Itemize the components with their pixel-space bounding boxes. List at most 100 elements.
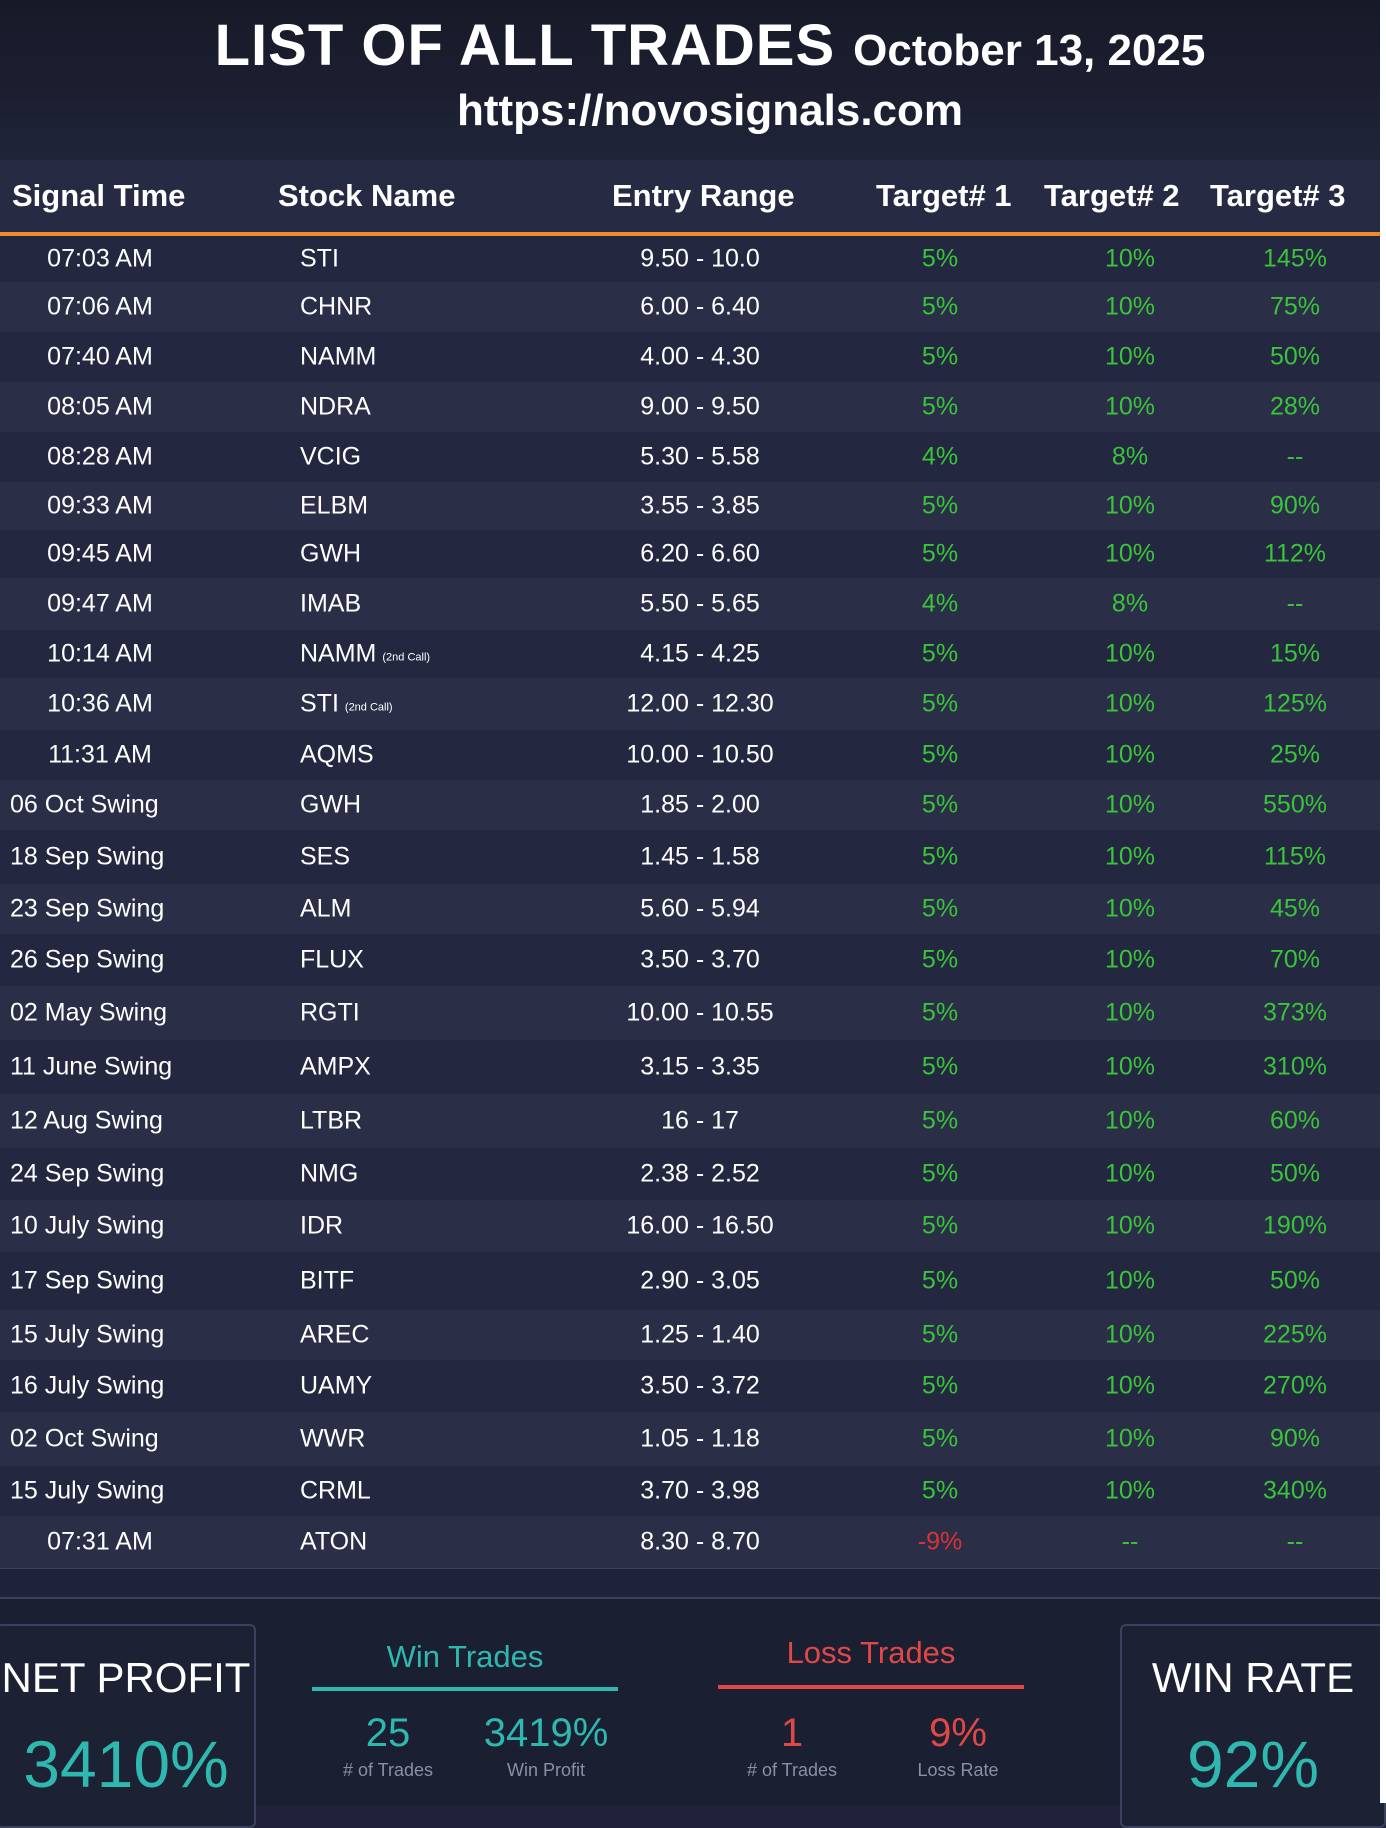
table-row: 09:45 AM GWH 6.20 - 6.60 5% 10% 112% [0, 530, 1380, 579]
entry-range-cell: 2.90 - 3.05 [640, 1266, 760, 1295]
table-row: 10:14 AM NAMM (2nd Call) 4.15 - 4.25 5% 10% 15… [0, 630, 1380, 679]
signal-time-cell: 09:45 AM [47, 539, 153, 568]
column-header-target-2: Target# 2 [1044, 178, 1180, 213]
table-row: 11:31 AM AQMS 10.00 - 10.50 5% 10% 25% [0, 730, 1380, 781]
stock-symbol: UAMY [300, 1371, 373, 1400]
table-row: 02 Oct Swing WWR 1.05 - 1.18 5% 10% 90% [0, 1412, 1380, 1467]
loss-count-value: 1 [780, 1711, 804, 1755]
stock-name-cell: AQMS [300, 741, 374, 770]
entry-range-cell: 4.00 - 4.30 [640, 342, 760, 371]
signal-time-cell: 11 June Swing [10, 1052, 173, 1081]
win-count-stat: 25 # of Trades [308, 1711, 468, 1781]
loss-rate-stat: 9% Loss Rate [878, 1711, 1038, 1781]
signal-time-cell: 06 Oct Swing [10, 790, 159, 819]
target-3-cell: 45% [1269, 894, 1321, 923]
table-row: 18 Sep Swing SES 1.45 - 1.58 5% 10% 115% [0, 830, 1380, 885]
target-3-cell: 115% [1263, 842, 1327, 871]
target-3-cell: -- [1286, 1527, 1304, 1556]
table-row: 07:40 AM NAMM 4.00 - 4.30 5% 10% 50% [0, 332, 1380, 383]
entry-range-cell: 8.30 - 8.70 [640, 1527, 760, 1556]
signal-time-cell: 23 Sep Swing [10, 894, 165, 923]
target-2-cell: 8% [1111, 589, 1149, 618]
target-2-cell: 10% [1104, 894, 1156, 923]
entry-range-cell: 16.00 - 16.50 [626, 1211, 774, 1240]
report-date: October 13, 2025 [853, 26, 1206, 75]
target-2-cell: 10% [1104, 945, 1156, 974]
site-url[interactable]: https://novosignals.com [456, 86, 964, 135]
stock-symbol: AREC [300, 1320, 370, 1349]
entry-range-cell: 10.00 - 10.55 [626, 998, 774, 1027]
target-1-cell: 5% [921, 998, 959, 1027]
stock-name-cell: CRML [300, 1477, 371, 1506]
column-header-stock-name: Stock Name [278, 178, 456, 213]
loss-trades-label: Loss Trades [786, 1635, 956, 1670]
target-1-cell: 5% [921, 1211, 959, 1240]
table-row: 09:47 AM IMAB 5.50 - 5.65 4% 8% -- [0, 578, 1380, 631]
stock-symbol: IDR [300, 1211, 344, 1240]
right-edge-strip [1380, 0, 1386, 1803]
target-3-cell: 90% [1269, 1424, 1321, 1453]
entry-range-cell: 9.50 - 10.0 [640, 244, 760, 273]
target-2-cell: 10% [1104, 1266, 1156, 1295]
stock-symbol: NAMM [300, 639, 377, 668]
loss-count-stat: 1 # of Trades [712, 1711, 872, 1781]
table-row: 10 July Swing IDR 16.00 - 16.50 5% 10% 190% [0, 1200, 1380, 1253]
entry-range-cell: 3.55 - 3.85 [640, 491, 760, 520]
target-3-cell: 340% [1263, 1476, 1327, 1505]
target-2-cell: 10% [1104, 342, 1156, 371]
target-1-cell: 5% [921, 491, 959, 520]
win-count-value: 25 [365, 1711, 411, 1755]
stock-symbol: VCIG [300, 442, 362, 471]
loss-trades-divider [718, 1685, 1024, 1689]
target-1-cell: 5% [921, 740, 959, 769]
target-2-cell: 10% [1104, 790, 1156, 819]
entry-range-cell: 3.50 - 3.70 [640, 945, 760, 974]
target-1-cell: 4% [921, 442, 959, 471]
win-profit-label: Win Profit [506, 1760, 585, 1780]
win-trades-label: Win Trades [386, 1639, 544, 1674]
stock-name-cell: NAMM [300, 343, 376, 372]
entry-range-cell: 12.00 - 12.30 [626, 689, 774, 718]
column-header-target-3: Target# 3 [1210, 178, 1346, 213]
target-1-cell: 5% [921, 1476, 959, 1505]
signal-time-cell: 18 Sep Swing [10, 842, 165, 871]
target-1-cell: 5% [921, 1106, 959, 1135]
call-note: (2nd Call) [382, 651, 431, 664]
stock-name-cell: STI (2nd Call) [300, 690, 393, 719]
target-2-cell: 10% [1104, 1371, 1156, 1400]
entry-range-cell: 4.15 - 4.25 [640, 639, 760, 668]
entry-range-cell: 6.00 - 6.40 [640, 292, 760, 321]
stock-name-cell: AMPX [300, 1053, 371, 1082]
target-1-cell: 5% [921, 1320, 959, 1349]
target-3-cell: 75% [1269, 292, 1321, 321]
signal-time-cell: 07:03 AM [47, 244, 153, 273]
loss-rate-value: 9% [929, 1711, 987, 1755]
entry-range-cell: 3.50 - 3.72 [640, 1371, 760, 1400]
target-3-cell: 225% [1263, 1320, 1327, 1349]
target-2-cell: 10% [1104, 1159, 1156, 1188]
stock-name-cell: ALM [300, 895, 351, 924]
target-2-cell: 10% [1104, 1211, 1156, 1240]
stock-symbol: SES [300, 842, 351, 871]
stock-name-cell: ELBM [300, 492, 368, 521]
table-row: 23 Sep Swing ALM 5.60 - 5.94 5% 10% 45% [0, 884, 1380, 935]
table-row: 08:05 AM NDRA 9.00 - 9.50 5% 10% 28% [0, 382, 1380, 433]
stock-symbol: STI [300, 689, 339, 718]
stock-symbol: GWH [300, 539, 362, 568]
stock-name-cell: CHNR [300, 293, 372, 322]
target-1-cell: 5% [921, 1371, 959, 1400]
signal-time-cell: 07:06 AM [47, 292, 153, 321]
win-rate-value: 92% [1186, 1727, 1320, 1801]
table-header: Signal Time Stock Name Entry Range Targe… [0, 160, 1380, 236]
column-header-target-1: Target# 1 [876, 178, 1012, 213]
stock-symbol: NAMM [300, 342, 377, 371]
stock-name-cell: NAMM (2nd Call) [300, 640, 430, 669]
entry-range-cell: 3.15 - 3.35 [640, 1052, 760, 1081]
table-row: 11 June Swing AMPX 3.15 - 3.35 5% 10% 310% [0, 1040, 1380, 1095]
stock-symbol: CHNR [300, 292, 373, 321]
entry-range-cell: 1.05 - 1.18 [640, 1424, 760, 1453]
target-2-cell: 8% [1111, 442, 1149, 471]
stock-name-cell: NDRA [300, 393, 371, 422]
loss-count-label: # of Trades [746, 1760, 838, 1780]
